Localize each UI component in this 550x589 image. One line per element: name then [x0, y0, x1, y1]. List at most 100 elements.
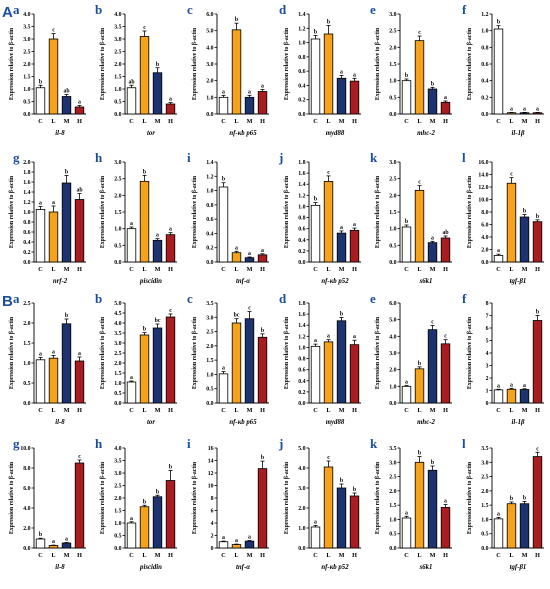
significance-letter: b	[405, 219, 408, 225]
bar-M	[244, 318, 255, 404]
y-tick-label: 3.0	[206, 62, 213, 68]
y-tick-label: 2.5	[114, 351, 121, 357]
x-tick-label: C	[221, 552, 225, 559]
significance-letter: a	[261, 84, 264, 90]
y-tick-label: 1.2	[481, 12, 488, 18]
y-tick-label: 1.0	[114, 521, 121, 527]
y-tick-label: 4.5	[114, 311, 121, 317]
y-tick-label: 2.0	[23, 321, 30, 327]
y-tick-label: 1.5	[114, 75, 121, 81]
x-tick-label: C	[221, 118, 225, 125]
bar-C	[493, 28, 504, 115]
significance-letter: b	[353, 487, 356, 493]
y-tick-label: 0.5	[389, 243, 396, 249]
bar-C	[35, 87, 46, 115]
bar-L	[506, 112, 517, 115]
y-tick-label: 4.0	[114, 446, 121, 452]
y-tick-label: 2.0	[481, 248, 488, 254]
significance-letter: b	[143, 327, 146, 333]
significance-letter: a	[510, 106, 513, 112]
significance-letter: a	[353, 334, 356, 340]
y-tick-label: 2.5	[389, 177, 396, 183]
panel-a-g: g Expression relative to β-actin 0.0 0.2 0.4…	[9, 150, 86, 285]
significance-letter: b	[405, 73, 408, 79]
y-tick-label: 1.8	[23, 170, 30, 176]
y-tick-label: 1.4	[206, 160, 213, 166]
significance-letter: a	[65, 537, 68, 543]
x-tick-label: C	[496, 266, 500, 273]
y-tick-label: 12	[208, 471, 214, 477]
y-tick-label: 0	[211, 546, 214, 552]
y-tick-label: 0.0	[206, 112, 213, 118]
y-tick-label: 4.0	[206, 45, 213, 51]
x-tick-label: H	[168, 118, 173, 125]
y-tick-label: 1.0	[114, 227, 121, 233]
x-tick-label: H	[77, 266, 82, 273]
y-axis-label: Expression relative to β-actin	[467, 461, 473, 534]
y-tick-label: 10.0	[20, 446, 30, 452]
x-tick-label: C	[221, 407, 225, 414]
bar-C	[401, 80, 412, 115]
significance-letter: a	[536, 106, 539, 112]
y-tick-label: 6.0	[389, 301, 396, 307]
y-tick-label: 0.0	[298, 112, 305, 118]
significance-letter: a	[130, 375, 133, 381]
panel-letter: j	[278, 436, 283, 451]
y-tick-label: 1.0	[298, 41, 305, 47]
y-tick-label: 0.0	[481, 260, 488, 266]
x-tick-label: M	[155, 552, 161, 559]
y-tick-label: 12.0	[478, 185, 488, 191]
x-tick-label: H	[168, 266, 173, 273]
significance-letter: ab	[442, 230, 448, 236]
x-tick-label: M	[247, 118, 253, 125]
bar-M	[244, 257, 255, 263]
y-tick-label: 2.0	[23, 62, 30, 68]
x-tick-label: L	[326, 118, 330, 125]
panel-a-e: e Expression relative to β-actin 0.0 0.5 1.0…	[370, 2, 452, 137]
x-tick-label: H	[260, 118, 265, 125]
y-tick-label: 3.5	[114, 331, 121, 337]
bar-H	[349, 344, 360, 404]
gene-name: il-1β	[512, 130, 525, 137]
x-tick-label: M	[430, 266, 436, 273]
gene-name: piscidin	[139, 278, 162, 285]
y-tick-label: 2.0	[114, 62, 121, 68]
bar-H	[532, 456, 543, 549]
y-axis-label: Expression relative to β-actin	[9, 461, 15, 534]
bar-C	[126, 87, 137, 115]
section-label-A: A	[2, 4, 13, 21]
y-tick-label: 0.0	[389, 401, 396, 407]
y-axis-label: Expression relative to β-actin	[9, 175, 15, 248]
x-tick-label: H	[443, 552, 448, 559]
x-tick-label: H	[535, 552, 540, 559]
bar-C	[401, 385, 412, 404]
bar-H	[440, 507, 451, 549]
y-tick-label: 0.2	[481, 95, 488, 101]
y-tick-label: 0.2	[298, 98, 305, 104]
significance-letter: b	[261, 328, 264, 334]
y-axis-label: Expression relative to β-actin	[9, 27, 15, 100]
y-tick-label: 0.0	[23, 546, 30, 552]
panel-letter: l	[462, 150, 466, 165]
panel-letter: e	[370, 2, 376, 17]
significance-letter: a	[405, 379, 408, 385]
bar-C	[493, 518, 504, 549]
bar-M	[427, 469, 438, 549]
bar-C	[310, 38, 321, 115]
y-tick-label: 0.4	[206, 231, 213, 237]
y-tick-label: 1.4	[298, 182, 305, 188]
bar-H	[165, 234, 176, 263]
y-tick-label: 2.0	[481, 489, 488, 495]
y-tick-label: 6.0	[206, 12, 213, 18]
y-tick-label: 1.8	[298, 301, 305, 307]
y-tick-label: 2.0	[389, 489, 396, 495]
significance-letter: bc	[234, 313, 240, 319]
panel-b-k: k Expression relative to β-actin 0.0 0.5 1.0…	[370, 436, 452, 571]
significance-letter: b	[143, 499, 146, 505]
y-tick-label: 5.0	[114, 301, 121, 307]
x-tick-label: L	[142, 266, 146, 273]
y-tick-label: 0	[486, 401, 489, 407]
bar-M	[152, 327, 163, 404]
y-tick-label: 0.6	[298, 227, 305, 233]
panel-letter: h	[95, 150, 103, 165]
